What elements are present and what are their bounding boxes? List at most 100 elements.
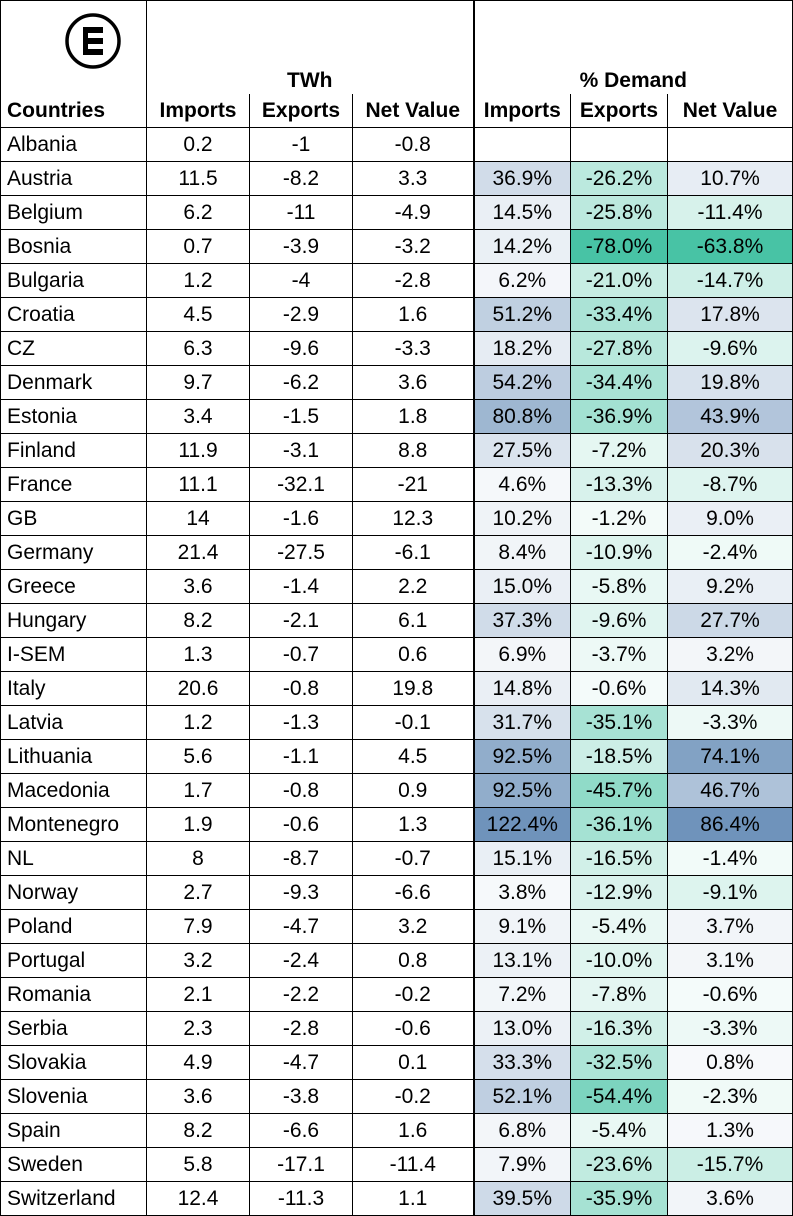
imports-cell: 3.2 [146, 943, 250, 978]
exports-cell: -2.9 [249, 297, 353, 332]
net-cell: 0.6 [351, 637, 475, 672]
net-pct-cell: 14.3% [667, 671, 793, 706]
imports-cell: 1.9 [146, 807, 250, 842]
country-cell: Croatia [0, 297, 147, 332]
exports-cell: -8.7 [249, 841, 353, 876]
net-cell: -3.3 [351, 331, 475, 366]
country-cell: NL [0, 841, 147, 876]
exports-cell: -4.7 [249, 1045, 353, 1080]
exports-pct-cell: -13.3% [570, 467, 669, 502]
table-row: CZ 6.3 -9.6 -3.3 18.2% -27.8% -9.6% [0, 331, 793, 366]
table-row: Denmark 9.7 -6.2 3.6 54.2% -34.4% 19.8% [0, 365, 793, 400]
country-cell: Norway [0, 875, 147, 910]
net-cell: 6.1 [351, 603, 475, 638]
net-cell: -2.8 [351, 263, 475, 298]
country-cell: Switzerland [0, 1181, 147, 1216]
imports-pct-cell: 80.8% [472, 399, 572, 434]
table-row: Montenegro 1.9 -0.6 1.3 122.4% -36.1% 86.4% [0, 807, 793, 842]
net-pct-cell: 9.2% [667, 569, 793, 604]
exports-pct-cell: -16.5% [570, 841, 669, 876]
imports-pct-cell: 14.8% [472, 671, 572, 706]
imports-pct-cell: 13.0% [472, 1011, 572, 1046]
country-cell: Romania [0, 977, 147, 1012]
imports-pct-cell: 54.2% [472, 365, 572, 400]
net-pct-cell: 43.9% [667, 399, 793, 434]
imports-cell: 0.7 [146, 229, 250, 264]
exports-cell: -3.9 [249, 229, 353, 264]
table-row: Slovenia 3.6 -3.8 -0.2 52.1% -54.4% -2.3% [0, 1079, 793, 1114]
imports-cell: 1.2 [146, 705, 250, 740]
col-header-countries: Countries [0, 94, 147, 128]
exports-pct-cell: -10.9% [570, 535, 669, 570]
country-cell: Germany [0, 535, 147, 570]
net-pct-cell: 19.8% [667, 365, 793, 400]
exports-pct-cell: -9.6% [570, 603, 669, 638]
net-pct-cell: -1.4% [667, 841, 793, 876]
imports-pct-cell: 14.2% [472, 229, 572, 264]
imports-pct-cell: 14.5% [472, 195, 572, 230]
imports-cell: 7.9 [146, 909, 250, 944]
exports-pct-cell: -36.9% [570, 399, 669, 434]
net-pct-cell [667, 127, 793, 162]
exports-pct-cell: -35.1% [570, 705, 669, 740]
table-row: Greece 3.6 -1.4 2.2 15.0% -5.8% 9.2% [0, 569, 793, 604]
country-cell: Greece [0, 569, 147, 604]
exports-pct-cell: -33.4% [570, 297, 669, 332]
net-cell: 0.1 [351, 1045, 475, 1080]
imports-cell: 12.4 [146, 1181, 250, 1216]
exports-pct-cell: -78.0% [570, 229, 669, 264]
country-cell: Spain [0, 1113, 147, 1148]
country-cell: Finland [0, 433, 147, 468]
country-cell: GB [0, 501, 147, 536]
net-pct-cell: 1.3% [667, 1113, 793, 1148]
imports-pct-cell: 36.9% [472, 161, 572, 196]
imports-pct-cell: 52.1% [472, 1079, 572, 1114]
imports-pct-cell: 39.5% [472, 1181, 572, 1216]
imports-cell: 8 [146, 841, 250, 876]
country-cell: Macedonia [0, 773, 147, 808]
net-pct-cell: 10.7% [667, 161, 793, 196]
imports-cell: 2.3 [146, 1011, 250, 1046]
country-cell: Estonia [0, 399, 147, 434]
table-row: Estonia 3.4 -1.5 1.8 80.8% -36.9% 43.9% [0, 399, 793, 434]
e-square-logo-icon [64, 13, 121, 69]
exports-cell: -0.7 [249, 637, 353, 672]
exports-cell: -0.8 [249, 773, 353, 808]
table-row: Poland 7.9 -4.7 3.2 9.1% -5.4% 3.7% [0, 909, 793, 944]
exports-cell: -11 [249, 195, 353, 230]
table-row: Serbia 2.3 -2.8 -0.6 13.0% -16.3% -3.3% [0, 1011, 793, 1046]
imports-pct-cell: 15.0% [472, 569, 572, 604]
net-pct-cell: -9.6% [667, 331, 793, 366]
imports-cell: 6.2 [146, 195, 250, 230]
table-row: I-SEM 1.3 -0.7 0.6 6.9% -3.7% 3.2% [0, 637, 793, 672]
net-pct-cell: 3.1% [667, 943, 793, 978]
imports-cell: 0.2 [146, 127, 250, 162]
imports-cell: 14 [146, 501, 250, 536]
exports-cell: -27.5 [249, 535, 353, 570]
exports-cell: -3.8 [249, 1079, 353, 1114]
table-row: Bulgaria 1.2 -4 -2.8 6.2% -21.0% -14.7% [0, 263, 793, 298]
imports-pct-cell: 122.4% [472, 807, 572, 842]
table-row: Bosnia 0.7 -3.9 -3.2 14.2% -78.0% -63.8% [0, 229, 793, 264]
imports-pct-cell: 3.8% [472, 875, 572, 910]
imports-pct-cell: 92.5% [472, 773, 572, 808]
table-row: Albania 0.2 -1 -0.8 [0, 127, 793, 162]
exports-pct-cell: -1.2% [570, 501, 669, 536]
net-cell: 3.3 [351, 161, 475, 196]
imports-cell: 1.7 [146, 773, 250, 808]
col-header-exports-pct: Exports [570, 94, 669, 128]
net-cell: -0.7 [351, 841, 475, 876]
imports-cell: 4.9 [146, 1045, 250, 1080]
table-row: Austria 11.5 -8.2 3.3 36.9% -26.2% 10.7% [0, 161, 793, 196]
net-pct-cell: 17.8% [667, 297, 793, 332]
country-cell: Belgium [0, 195, 147, 230]
imports-pct-cell: 8.4% [472, 535, 572, 570]
imports-pct-cell: 10.2% [472, 501, 572, 536]
imports-cell: 2.1 [146, 977, 250, 1012]
exports-pct-cell: -5.4% [570, 1113, 669, 1148]
exports-pct-cell: -18.5% [570, 739, 669, 774]
imports-pct-cell: 27.5% [472, 433, 572, 468]
net-pct-cell: -0.6% [667, 977, 793, 1012]
imports-pct-cell: 7.2% [472, 977, 572, 1012]
exports-pct-cell: -5.4% [570, 909, 669, 944]
